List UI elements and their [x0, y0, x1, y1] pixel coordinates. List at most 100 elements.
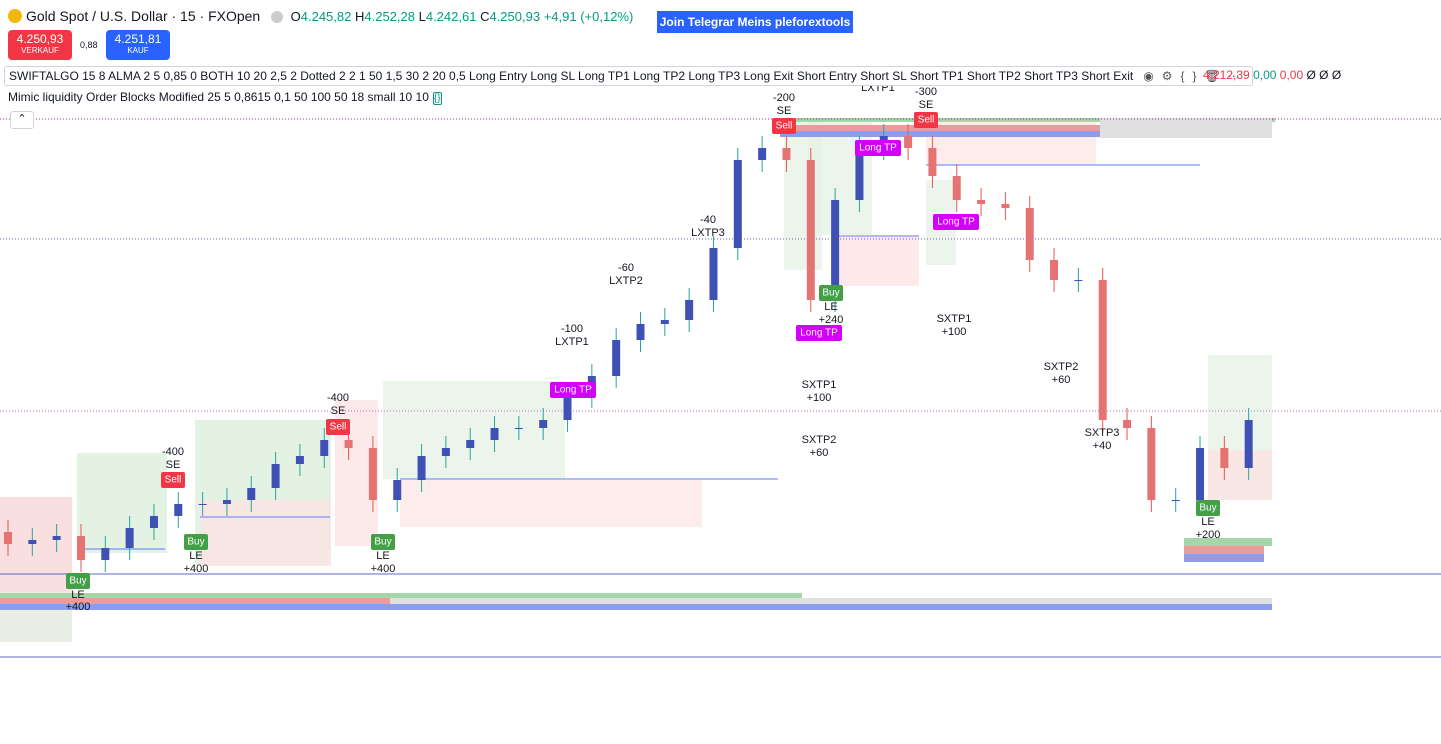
label-text: Long TP [800, 328, 838, 339]
candle-body [733, 160, 742, 248]
candle-body [952, 176, 961, 200]
signal-label: LE [1201, 516, 1214, 528]
text: 0,00 [1253, 68, 1277, 82]
text: 4.252,28 [364, 9, 415, 24]
label-text: Buy [822, 288, 839, 299]
signal-label: SXTP2 [802, 434, 837, 446]
zone [200, 500, 331, 566]
candle-body [1050, 260, 1059, 280]
candle-body [101, 548, 110, 560]
order-block [1100, 118, 1272, 138]
label-box [933, 214, 979, 230]
label-text: +200 [1196, 529, 1221, 541]
indicator-legend-2[interactable]: Mimic liquidity Order Blocks Modified 25… [8, 90, 442, 105]
signal-label: +240 [819, 314, 844, 326]
candle-body [904, 136, 913, 148]
label-text: SXTP2 [802, 434, 837, 446]
signal-label: Buy [371, 534, 395, 550]
label-text: SE [331, 405, 346, 417]
candle-body [4, 532, 12, 544]
label-text: +100 [807, 392, 832, 404]
candle-body [782, 148, 791, 160]
text: 4.250,93 [16, 32, 64, 46]
candle-body [539, 420, 548, 428]
text: Mimic liquidity Order Blocks Modified 25… [8, 90, 429, 104]
collapse-button[interactable]: ⌃ [10, 111, 34, 129]
signal-label: Long TP [855, 140, 901, 156]
label-text: LE [376, 550, 389, 562]
order-block [780, 131, 1210, 137]
label-text: -40 [700, 214, 716, 226]
label-text: LXTP1 [555, 336, 589, 348]
signal-label: LXTP1 [555, 336, 589, 348]
candle-body [977, 200, 986, 204]
signal-label: Buy [184, 534, 208, 550]
candle-body [271, 464, 280, 488]
label-text: LXTP2 [609, 275, 643, 287]
label-text: -300 [915, 86, 937, 98]
label-box [819, 285, 843, 301]
banner[interactable]: Join Telegrar Meins pleforextools [657, 11, 853, 33]
label-box [371, 534, 395, 550]
candle-body [1123, 420, 1132, 428]
sell-button[interactable]: 4.250,93 VERKAUF [8, 30, 72, 60]
label-text: -200 [773, 92, 795, 104]
label-text: LE [189, 550, 202, 562]
order-block [780, 118, 1275, 122]
signal-label: -400 [162, 446, 184, 458]
zone [383, 381, 565, 479]
candle-body [709, 248, 718, 300]
signal-label: +60 [1052, 374, 1071, 386]
candle-body [441, 448, 450, 456]
candle-body [52, 536, 61, 540]
candle-body [612, 340, 621, 376]
candle-body [1074, 280, 1083, 281]
candle-body [685, 300, 694, 320]
label-text: Buy [1199, 503, 1216, 514]
symbol-title[interactable]: Gold Spot / U.S. Dollar · 15 · FXOpen [8, 8, 260, 24]
candle-body [295, 456, 304, 464]
candle-body [28, 540, 37, 544]
signal-label: +40 [1093, 440, 1112, 452]
signal-label: Sell [772, 118, 796, 134]
signal-label: SXTP2 [1044, 361, 1079, 373]
candle-body [222, 500, 231, 504]
label-box [550, 382, 596, 398]
order-block [1184, 538, 1272, 546]
signal-label: SE [919, 99, 934, 111]
label-box [184, 534, 208, 550]
signal-label: Sell [914, 112, 938, 128]
signal-label: SE [331, 405, 346, 417]
signal-label: Buy [819, 285, 843, 301]
signal-label: Sell [326, 419, 350, 435]
signal-label: LE [824, 301, 837, 313]
signal-label: -40 [700, 214, 716, 226]
label-text: Long TP [859, 143, 897, 154]
label-text: SXTP1 [937, 313, 972, 325]
signal-label: LXTP3 [691, 227, 725, 239]
candle-body [368, 448, 377, 500]
label-text: Sell [918, 115, 935, 126]
signal-label: -400 [327, 392, 349, 404]
candle-body [149, 516, 158, 528]
candle-body [1244, 420, 1253, 468]
signal-label: -100 [561, 323, 583, 335]
candle-body [344, 440, 353, 448]
signal-label: +400 [184, 563, 209, 575]
signal-label: Buy [66, 573, 90, 589]
order-block [1184, 554, 1264, 562]
text: +4,91 (+0,12%) [543, 9, 634, 24]
indicator-legend[interactable]: SWIFTALGO 15 8 ALMA 2 5 0,85 0 BOTH 10 2… [4, 66, 1253, 86]
text: SWIFTALGO 15 8 ALMA 2 5 0,85 0 BOTH 10 2… [9, 69, 1134, 83]
label-box [914, 112, 938, 128]
text: 4.242,61 [425, 9, 477, 24]
candle-body [1171, 500, 1180, 501]
candle-body [466, 440, 475, 448]
buy-button[interactable]: 4.251,81 KAUF [106, 30, 170, 60]
signal-label: SXTP1 [937, 313, 972, 325]
candle-body [1220, 448, 1229, 468]
candle-body [563, 396, 572, 420]
candle-body [320, 440, 329, 456]
